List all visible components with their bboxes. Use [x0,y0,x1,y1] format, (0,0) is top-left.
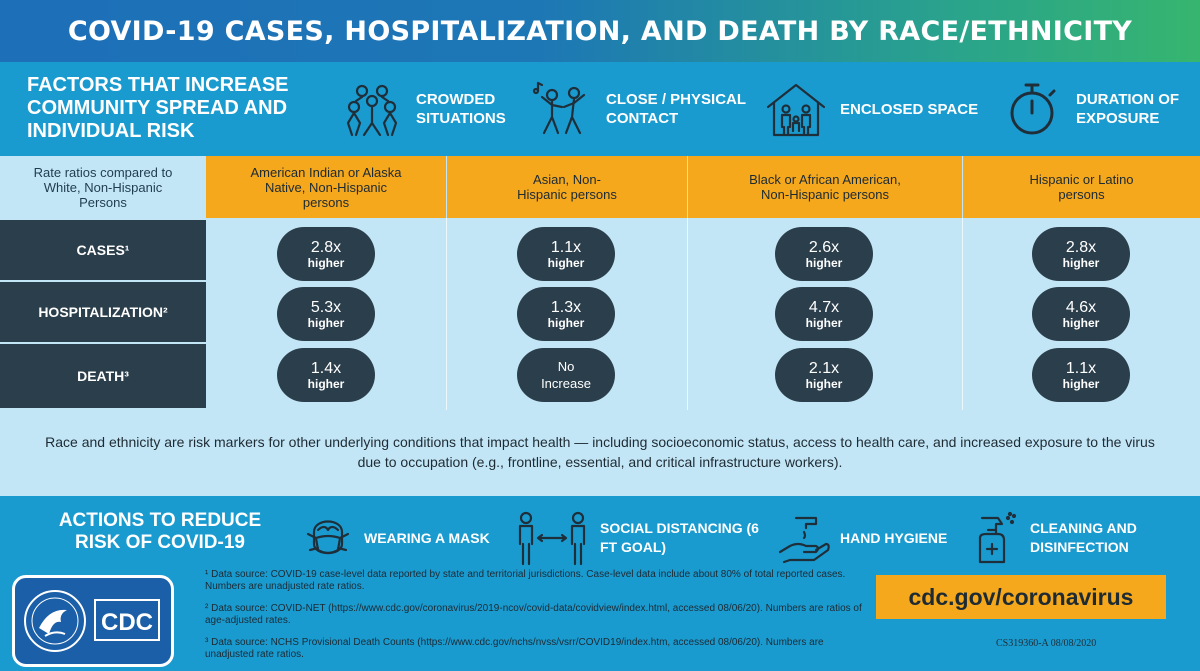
stopwatch-icon [1010,83,1056,135]
action-mask: WEARING A MASK [300,510,504,566]
action-label: WEARING A MASK [364,529,490,546]
cdc-logo: CDC [12,575,174,667]
footnote: ¹ Data source: COVID-19 case-level data … [205,569,846,592]
factors-section: FACTORS THAT INCREASE COMMUNITY SPREAD A… [0,62,1200,156]
factor-close-contact: CLOSE / PHYSICAL CONTACT [530,62,746,156]
hhs-eagle-logo: CDC [24,590,160,652]
action-label: HAND HYGIENE [840,529,948,546]
crowd-icon [346,84,398,137]
factor-label: CLOSE / PHYSICAL CONTACT [606,91,746,127]
factor-crowded: CROWDED SITUATIONS [340,62,516,156]
spray-bottle-icon [978,511,1017,564]
action-hand-hygiene: HAND HYGIENE [776,510,970,566]
row-label-cases: CASES¹ [0,220,206,280]
hand-hygiene-icon [778,516,830,564]
action-cleaning: CLEANING AND DISINFECTION [966,510,1160,566]
column-divider [687,218,688,410]
group-header: Hispanic or Latino persons [963,156,1200,218]
mask-icon [306,520,350,555]
page-title: COVID-19 CASES, HOSPITALIZATION, AND DEA… [67,15,1133,47]
actions-section: ACTIONS TO REDUCE RISK OF COVID-19 WEARI… [0,496,1200,670]
row-label-death: DEATH³ [0,344,206,408]
footnote: ² Data source: COVID-NET (https://www.cd… [205,603,862,626]
rate-ratio-table: Rate ratios compared to White, Non-Hispa… [0,156,1200,410]
rate-pill: 4.6x higher [1032,287,1130,341]
group-header: American Indian or Alaska Native, Non-Hi… [206,156,446,218]
risk-marker-note: Race and ethnicity are risk markers for … [45,434,1155,470]
title-bar: COVID-19 CASES, HOSPITALIZATION, AND DEA… [0,0,1200,62]
rate-pill: 1.1x higher [1032,348,1130,402]
factor-enclosed-space: ENCLOSED SPACE [764,62,980,156]
note-section: Race and ethnicity are risk markers for … [0,410,1200,496]
group-header: Black or African American, Non-Hispanic … [688,156,962,218]
svg-text:CDC: CDC [101,609,153,636]
rate-pill: 2.1x higher [775,348,873,402]
factor-label: DURATION OF EXPOSURE [1076,91,1180,127]
factor-label: CROWDED SITUATIONS [416,91,506,127]
rate-pill: 1.4x higher [277,348,375,402]
rate-pill: 1.3x higher [517,287,615,341]
column-divider [446,218,447,410]
rate-pill: No Increase [517,348,615,402]
rate-pill: 2.6x higher [775,227,873,281]
factor-duration: DURATION OF EXPOSURE [1000,62,1196,156]
action-label: CLEANING AND DISINFECTION [1030,520,1137,555]
cdc-coronavirus-link[interactable]: cdc.gov/coronavirus [876,575,1166,619]
house-family-icon [766,83,826,137]
rate-pill: 4.7x higher [775,287,873,341]
rate-ratio-label: Rate ratios compared to White, Non-Hispa… [0,156,206,218]
rate-pill: 2.8x higher [277,227,375,281]
document-code: CS319360-A 08/08/2020 [996,638,1097,649]
action-distancing: SOCIAL DISTANCING (6 FT GOAL) [512,510,760,566]
group-header: Asian, Non-Hispanic persons [447,156,687,218]
action-label: SOCIAL DISTANCING (6 FT GOAL) [600,520,759,555]
factors-heading: FACTORS THAT INCREASE COMMUNITY SPREAD A… [27,74,289,142]
footnote: ³ Data source: NCHS Provisional Death Co… [205,637,824,660]
rate-pill: 5.3x higher [277,287,375,341]
row-label-hospitalization: HOSPITALIZATION² [0,282,206,342]
dancing-people-icon [532,81,586,135]
rate-pill: 2.8x higher [1032,227,1130,281]
actions-heading: ACTIONS TO REDUCE RISK OF COVID-19 [58,510,262,553]
column-divider [962,218,963,410]
factor-label: ENCLOSED SPACE [840,100,979,118]
rate-pill: 1.1x higher [517,227,615,281]
social-distancing-icon [518,511,586,566]
footnotes: ¹ Data source: COVID-19 case-level data … [205,569,865,671]
